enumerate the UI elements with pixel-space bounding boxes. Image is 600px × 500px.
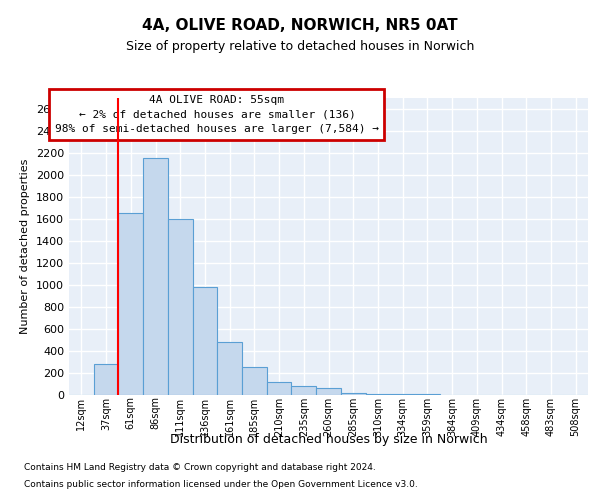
Text: 4A, OLIVE ROAD, NORWICH, NR5 0AT: 4A, OLIVE ROAD, NORWICH, NR5 0AT bbox=[142, 18, 458, 32]
Bar bbox=[168, 218, 193, 395]
Bar bbox=[217, 342, 242, 395]
Text: Distribution of detached houses by size in Norwich: Distribution of detached houses by size … bbox=[170, 432, 488, 446]
Bar bbox=[94, 364, 118, 395]
Text: Contains public sector information licensed under the Open Government Licence v3: Contains public sector information licen… bbox=[24, 480, 418, 489]
Text: Size of property relative to detached houses in Norwich: Size of property relative to detached ho… bbox=[126, 40, 474, 53]
Bar bbox=[193, 287, 217, 395]
Bar bbox=[365, 394, 390, 395]
Bar bbox=[267, 382, 292, 395]
Bar bbox=[292, 386, 316, 395]
Bar bbox=[341, 394, 365, 395]
Bar bbox=[415, 394, 440, 395]
Bar bbox=[316, 388, 341, 395]
Text: 4A OLIVE ROAD: 55sqm
← 2% of detached houses are smaller (136)
98% of semi-detac: 4A OLIVE ROAD: 55sqm ← 2% of detached ho… bbox=[55, 94, 379, 134]
Y-axis label: Number of detached properties: Number of detached properties bbox=[20, 158, 31, 334]
Bar bbox=[118, 213, 143, 395]
Bar bbox=[242, 368, 267, 395]
Bar bbox=[390, 394, 415, 395]
Text: Contains HM Land Registry data © Crown copyright and database right 2024.: Contains HM Land Registry data © Crown c… bbox=[24, 462, 376, 471]
Bar bbox=[143, 158, 168, 395]
